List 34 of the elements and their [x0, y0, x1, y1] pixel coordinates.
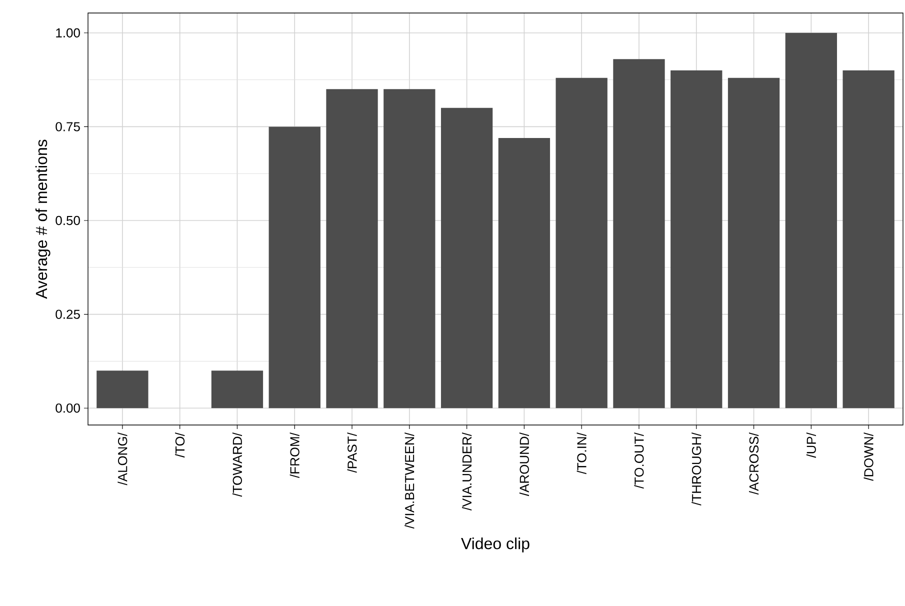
x-tick-label: /FROM/: [290, 432, 300, 478]
x-tick-label: /ACROSS/: [749, 432, 759, 495]
bar: [785, 32, 838, 408]
bar: [556, 78, 608, 408]
x-tick-label: /VIA.BETWEEN/: [404, 432, 414, 529]
bar: [842, 70, 894, 408]
x-tick-label: /TO.OUT/: [634, 432, 644, 489]
x-tick-label: /UP/: [806, 432, 816, 458]
bar: [326, 89, 378, 408]
x-tick-label: /TO/: [175, 432, 185, 458]
x-tick-label: /TOWARD/: [232, 432, 242, 497]
bar: [613, 59, 665, 408]
x-axis-title: Video clip: [461, 537, 530, 552]
bar: [384, 89, 436, 408]
x-tick-label: /THROUGH/: [692, 432, 702, 506]
x-tick-label: /AROUND/: [519, 432, 529, 496]
bar: [728, 78, 780, 408]
y-tick-label: 1.00: [56, 28, 80, 38]
y-tick-label: 0.00: [56, 404, 80, 413]
x-tick-label: /DOWN/: [864, 432, 874, 481]
bar: [498, 138, 550, 408]
y-axis-title: Average # of mentions: [35, 140, 50, 299]
x-tick-label: /VIA.UNDER/: [462, 432, 472, 511]
x-tick-label: /TO.IN/: [576, 432, 586, 474]
bar: [670, 70, 722, 408]
bar: [211, 370, 264, 408]
bar: [268, 126, 320, 408]
bar: [440, 108, 493, 408]
x-tick-label: /ALONG/: [118, 432, 128, 486]
y-tick-label: 0.75: [56, 122, 80, 132]
y-tick-label: 0.50: [56, 216, 80, 226]
y-tick-label: 0.25: [56, 310, 80, 319]
x-tick-label: /PAST/: [347, 432, 357, 473]
bar: [96, 370, 148, 408]
